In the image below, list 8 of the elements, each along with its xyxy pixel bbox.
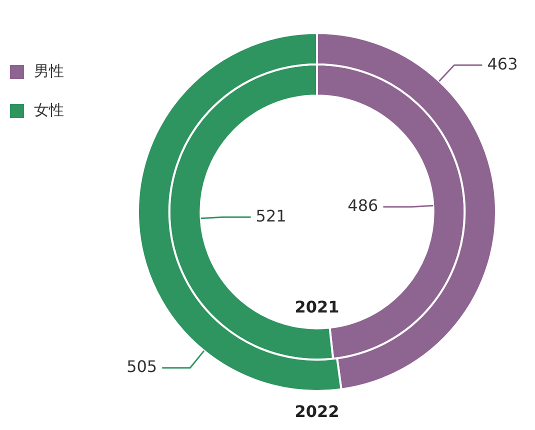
data-label: 521 xyxy=(256,206,286,226)
data-label: 486 xyxy=(348,196,378,216)
legend-label: 女性 xyxy=(34,101,64,120)
slice-label: 2021 xyxy=(294,298,340,317)
slice-label: 2022 xyxy=(294,402,340,422)
data-label: 505 xyxy=(126,357,158,376)
data-label: 463 xyxy=(487,54,518,74)
legend-label: 男性 xyxy=(34,62,64,81)
